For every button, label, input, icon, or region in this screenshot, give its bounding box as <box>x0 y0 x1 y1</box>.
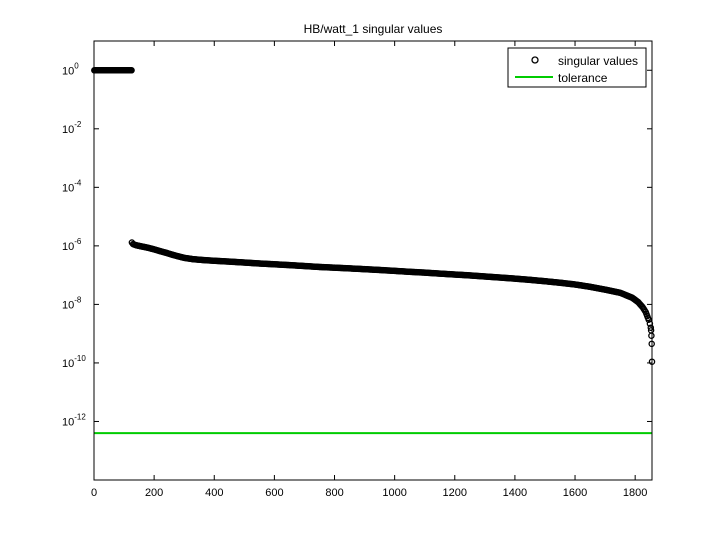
x-tick-label: 0 <box>91 487 97 499</box>
chart-title: HB/watt_1 singular values <box>304 22 443 36</box>
x-tick-label: 1000 <box>382 487 406 499</box>
data-point <box>645 316 652 323</box>
y-tick-label: 10-12 <box>62 412 86 428</box>
x-tick-label: 200 <box>145 487 163 499</box>
legend: singular values tolerance <box>507 47 647 88</box>
y-tick-label: 100 <box>62 61 79 77</box>
data-point <box>647 324 655 331</box>
ticks-layer: 0 200 400 600 800 1000 1200 1400 1600 1800 100 10-2… <box>62 41 652 499</box>
legend-label-singular-values: singular values <box>558 54 638 68</box>
x-tick-label: 600 <box>265 487 283 499</box>
marks-layer <box>91 67 656 435</box>
plot-frame <box>93 40 653 481</box>
data-point <box>128 67 135 74</box>
y-tick-label: 10-10 <box>62 354 86 370</box>
y-tick-label: 10-4 <box>62 178 82 194</box>
x-tick-label: 400 <box>205 487 223 499</box>
legend-marker-singular-values <box>531 56 539 64</box>
x-tick-label: 1600 <box>563 487 587 499</box>
legend-box <box>507 47 647 88</box>
y-tick-label: 10-6 <box>62 237 82 253</box>
x-tick-label: 1400 <box>503 487 527 499</box>
x-tick-label: 1200 <box>443 487 467 499</box>
data-point <box>648 332 655 339</box>
plot-background <box>94 41 652 480</box>
x-tick-label: 1800 <box>623 487 647 499</box>
y-tick-label: 10-2 <box>62 120 82 136</box>
y-tick-label: 10-8 <box>62 295 82 311</box>
x-tick-label: 800 <box>325 487 343 499</box>
legend-label-tolerance: tolerance <box>558 71 608 85</box>
